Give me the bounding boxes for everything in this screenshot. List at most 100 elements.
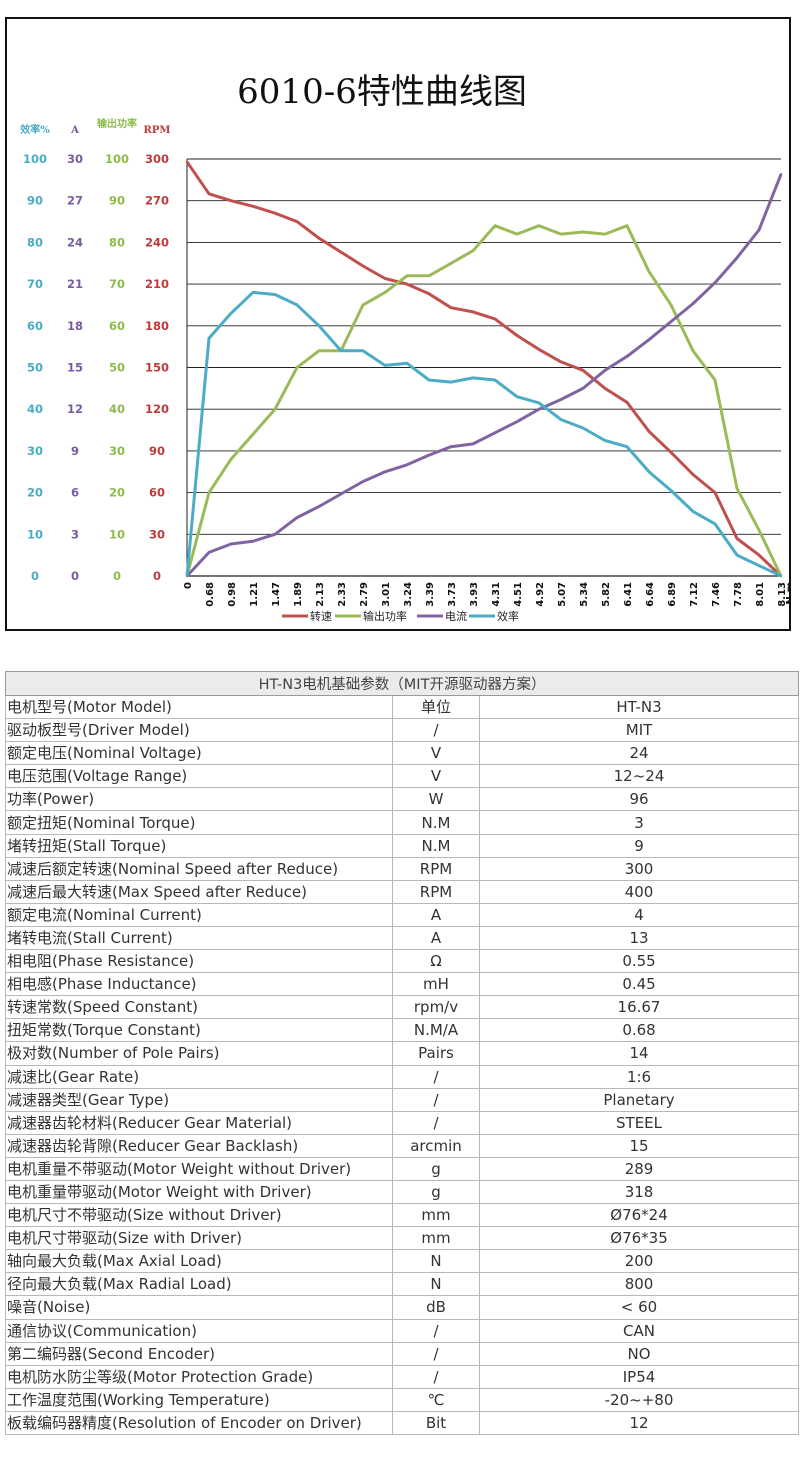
data-point <box>295 220 299 223</box>
y-tick-label: 210 <box>145 277 169 291</box>
data-point <box>383 291 387 294</box>
table-row: 通信协议(Communication) / CAN <box>5 1318 800 1343</box>
data-point <box>185 574 189 578</box>
data-point <box>559 418 563 421</box>
series-line-1 <box>185 160 783 578</box>
param-value-cell: -20~+80 <box>478 1387 800 1412</box>
param-value-cell: Planetary <box>478 1087 800 1112</box>
x-unit-label: N.m <box>785 582 789 605</box>
param-name-cell: 功率(Power) <box>5 787 393 812</box>
data-point <box>339 492 343 496</box>
y-tick-label: 6 <box>71 486 79 500</box>
data-point <box>625 445 629 448</box>
param-unit-cell: / <box>392 718 480 743</box>
param-unit-cell: Ω <box>392 949 480 974</box>
y-tick-label: 30 <box>67 152 83 166</box>
y-tick-label: 120 <box>145 402 169 416</box>
data-point <box>295 516 299 519</box>
x-tick-label: 4.92 <box>535 582 546 607</box>
param-value-cell: 12~24 <box>478 764 800 789</box>
param-unit-cell: W <box>392 787 480 812</box>
param-name-cell: 径向最大负载(Max Radial Load) <box>5 1272 393 1297</box>
param-unit-cell: A <box>392 925 480 951</box>
param-name-cell: 相电感(Phase Inductance) <box>5 972 393 997</box>
param-value-cell: 13 <box>478 925 800 951</box>
param-value-cell: 96 <box>478 787 800 812</box>
data-point <box>735 537 739 540</box>
table-row: 板载编码器精度(Resolution of Encoder on Driver)… <box>5 1410 800 1436</box>
param-name-cell: 减速器齿轮材料(Reducer Gear Material) <box>5 1110 393 1135</box>
data-point <box>647 430 651 433</box>
y-tick-label: 20 <box>109 486 125 500</box>
x-tick-label: 2.33 <box>337 582 348 607</box>
data-point <box>361 264 365 268</box>
x-tick-label: 6.64 <box>645 582 656 607</box>
series-line-4 <box>185 290 782 578</box>
x-tick-label: 0.98 <box>227 582 238 607</box>
table-row: 相电感(Phase Inductance) mH 0.45 <box>5 972 800 997</box>
param-value-cell: NO <box>478 1341 800 1366</box>
param-unit-cell: dB <box>392 1295 480 1320</box>
param-value-cell: 289 <box>478 1156 800 1181</box>
param-unit-cell: / <box>392 1087 480 1112</box>
param-name-cell: 扭矩常数(Torque Constant) <box>5 1018 393 1043</box>
x-tick-label: 7.12 <box>689 582 700 607</box>
data-point <box>273 212 277 215</box>
data-point <box>229 458 233 461</box>
y-tick-label: 80 <box>27 235 43 249</box>
data-point <box>383 277 387 280</box>
param-name-cell: 噪音(Noise) <box>5 1295 393 1320</box>
data-point <box>647 470 651 473</box>
data-point <box>515 395 519 398</box>
y-tick-label: 12 <box>67 402 83 416</box>
data-point <box>449 306 453 309</box>
x-tick-label: 5.07 <box>557 582 568 607</box>
data-point <box>207 337 211 340</box>
data-point <box>581 369 585 372</box>
data-point <box>515 232 519 236</box>
table-row: 电机尺寸不带驱动(Size without Driver) mm Ø76*24 <box>5 1203 800 1228</box>
y-tick-label: 24 <box>67 235 83 249</box>
param-name-cell: 电机尺寸不带驱动(Size without Driver) <box>5 1203 393 1228</box>
param-unit-cell: RPM <box>392 879 480 904</box>
y-tick-label: 100 <box>105 152 129 166</box>
data-point <box>713 491 717 494</box>
spec-table: HT-N3电机基础参数（MIT开源驱动器方案） 电机型号(Motor Model… <box>4 671 800 1436</box>
param-unit-cell: Pairs <box>392 1041 480 1066</box>
param-name-cell: 减速器类型(Gear Type) <box>5 1087 393 1112</box>
legend-label: 输出功率 <box>363 609 407 623</box>
param-unit-cell: / <box>392 1341 480 1366</box>
data-point <box>713 281 717 284</box>
param-value-cell: Ø76*35 <box>478 1226 800 1251</box>
data-point <box>603 232 607 236</box>
table-row: 额定扭矩(Nominal Torque) N.M 3 <box>5 810 800 835</box>
data-point <box>603 387 607 390</box>
param-name-cell: 驱动板型号(Driver Model) <box>5 718 393 743</box>
param-unit-cell: arcmin <box>392 1133 480 1158</box>
data-point <box>273 293 277 296</box>
data-point <box>251 433 255 436</box>
data-point <box>339 349 343 353</box>
param-unit-cell: rpm/v <box>392 995 480 1020</box>
x-tick-label: 5.82 <box>601 582 612 607</box>
x-tick-label: 1.89 <box>293 582 304 607</box>
data-point <box>779 173 783 176</box>
param-unit-cell: V <box>392 741 480 766</box>
param-unit-cell: mm <box>392 1226 480 1251</box>
param-unit-cell: N.M <box>392 833 480 858</box>
data-point <box>537 224 541 227</box>
table-row: 额定电压(Nominal Voltage) V 24 <box>5 741 800 766</box>
data-point <box>713 522 717 526</box>
data-point <box>493 317 497 321</box>
data-point <box>405 274 409 277</box>
param-unit-cell: A <box>392 902 480 927</box>
table-row: 功率(Power) W 96 <box>5 787 800 812</box>
param-name-cell: 减速后最大转速(Max Speed after Reduce) <box>5 879 393 904</box>
data-point <box>251 205 255 208</box>
param-name-cell: 板载编码器精度(Resolution of Encoder on Driver) <box>5 1410 393 1436</box>
data-point <box>471 376 475 380</box>
y-tick-label: 10 <box>109 527 125 541</box>
y-tick-label: 80 <box>109 235 125 249</box>
data-point <box>581 387 585 390</box>
data-point <box>559 232 563 236</box>
